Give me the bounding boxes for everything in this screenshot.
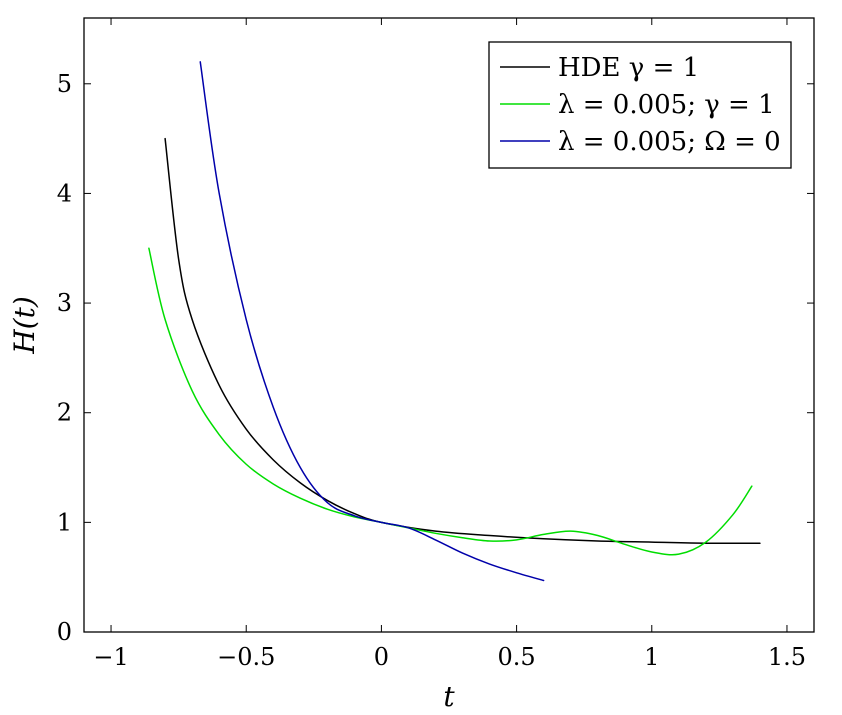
x-tick-label: −0.5 [217, 643, 275, 671]
y-tick-label: 1 [57, 508, 72, 536]
legend-entry-hde: HDE γ = 1 [558, 53, 699, 83]
legend-entry-lambda-omega: λ = 0.005; Ω = 0 [558, 127, 781, 157]
legend-entry-lambda-gamma: λ = 0.005; γ = 1 [558, 90, 775, 120]
series-lambda-gamma-line [148, 247, 753, 556]
ticks: −1 −0.5 0 0.5 1 1.5 0 1 2 3 4 5 [57, 18, 814, 671]
series-group [148, 61, 761, 582]
series-hde-line [164, 137, 761, 545]
x-tick-label: 0.5 [498, 643, 536, 671]
x-axis-title: t [443, 680, 455, 713]
x-tick-label: 1 [644, 643, 659, 671]
y-tick-label: 2 [57, 399, 72, 427]
x-tick-label: 0 [374, 643, 389, 671]
y-tick-label: 4 [57, 179, 72, 207]
legend: HDE γ = 1 λ = 0.005; γ = 1 λ = 0.005; Ω = … [488, 41, 792, 169]
x-tick-label: −1 [93, 643, 128, 671]
y-tick-label: 5 [57, 70, 72, 98]
y-axis-title: H(t) [8, 296, 41, 355]
y-tick-label: 3 [57, 289, 72, 317]
legend-box [488, 41, 792, 169]
plot-frame [83, 17, 815, 633]
x-tick-label: 1.5 [768, 643, 806, 671]
y-tick-label: 0 [57, 618, 72, 646]
series-lambda-omega-line [199, 61, 545, 582]
